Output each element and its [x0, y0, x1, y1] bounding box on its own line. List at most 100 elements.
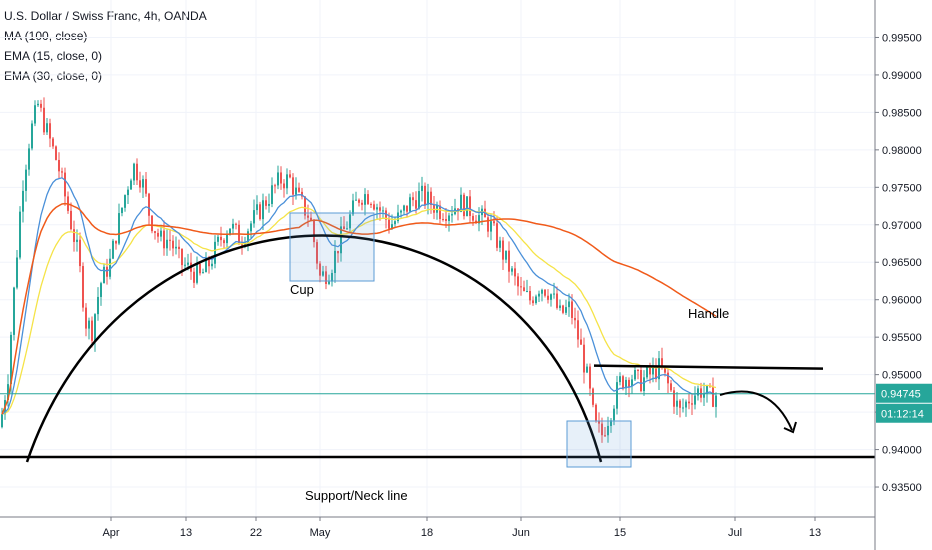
candle-body — [307, 215, 309, 218]
candle-body — [136, 163, 138, 181]
candle-body — [592, 388, 594, 405]
candle-body — [583, 344, 585, 373]
y-tick-label: 0.99000 — [882, 70, 922, 82]
candle-body — [253, 210, 255, 224]
candle-body — [595, 404, 597, 422]
cup-bottom-box — [566, 420, 632, 468]
x-tick-label: Apr — [102, 527, 119, 539]
candle-body — [463, 194, 465, 217]
candle-body — [376, 207, 378, 210]
y-tick-label: 0.98000 — [882, 145, 922, 157]
candle-body — [85, 307, 87, 329]
candle-body — [631, 379, 633, 387]
y-tick-label: 0.93500 — [882, 482, 922, 494]
candle-body — [601, 423, 603, 436]
candle-body — [586, 366, 588, 373]
annotations: Cup Handle Support/Neck line — [0, 212, 875, 503]
candle-body — [514, 268, 516, 277]
candle-body — [82, 266, 84, 308]
x-tick-label: 13 — [180, 527, 192, 539]
candle-body — [304, 196, 306, 216]
candle-body — [178, 246, 180, 249]
candle-body — [220, 236, 222, 241]
candle-body — [325, 271, 327, 284]
grid — [0, 0, 875, 517]
indicator-lines — [1, 177, 717, 415]
candle-body — [196, 263, 198, 283]
candle-body — [130, 180, 132, 190]
candle-body — [574, 317, 576, 321]
candle-body — [550, 294, 552, 300]
candle-body — [517, 276, 519, 287]
candle-body — [352, 200, 354, 215]
candle-body — [649, 367, 651, 375]
candle-body — [295, 187, 297, 195]
candle-body — [697, 388, 699, 396]
candle-body — [64, 172, 66, 197]
candle-body — [103, 266, 105, 284]
candle-body — [193, 271, 195, 283]
candle-body — [679, 400, 681, 408]
candle-body — [274, 185, 276, 187]
candle-body — [418, 191, 420, 209]
x-tick-label: Jun — [512, 527, 530, 539]
candle-body — [160, 230, 162, 237]
candle-body — [217, 236, 219, 242]
candle-body — [16, 257, 18, 288]
candle-body — [499, 240, 501, 248]
candle-body — [277, 172, 279, 186]
ma100-line — [1, 202, 717, 415]
candle-body — [334, 250, 336, 273]
candle-body — [364, 194, 366, 205]
support-label: Support/Neck line — [305, 488, 408, 503]
candle-body — [625, 379, 627, 389]
y-tick-label: 0.98500 — [882, 107, 922, 119]
candle-body — [664, 367, 666, 373]
candle-body — [205, 257, 207, 273]
candle-body — [580, 339, 582, 345]
candle-body — [655, 366, 657, 380]
candle-body — [478, 215, 480, 224]
candle-body — [589, 366, 591, 389]
candle-body — [349, 214, 351, 229]
candle-body — [133, 163, 135, 181]
candle-body — [409, 197, 411, 212]
candle-body — [145, 179, 147, 194]
x-tick-label: 22 — [250, 527, 262, 539]
candle-body — [577, 320, 579, 340]
y-tick-label: 0.94000 — [882, 445, 922, 457]
candle-body — [271, 185, 273, 204]
x-tick-label: May — [310, 527, 331, 539]
candle-body — [148, 193, 150, 216]
candle-body — [343, 226, 345, 230]
y-tick-label: 0.96500 — [882, 257, 922, 269]
candle-body — [571, 301, 573, 318]
candle-body — [604, 435, 606, 437]
candle-body — [19, 211, 21, 258]
candle-body — [91, 320, 93, 341]
candle-body — [262, 200, 264, 220]
candle-body — [157, 232, 159, 237]
candle-body — [31, 123, 33, 149]
candle-body — [682, 407, 684, 409]
candle-body — [496, 223, 498, 248]
candle-body — [58, 159, 60, 172]
candle-body — [715, 395, 717, 407]
candle-body — [214, 241, 216, 264]
candle-body — [211, 263, 213, 267]
cup-arc — [25, 234, 603, 463]
candle-body — [109, 258, 111, 277]
candle-body — [13, 287, 15, 335]
candle-body — [565, 307, 567, 313]
candle-body — [688, 401, 690, 404]
candle-body — [112, 240, 114, 259]
candle-body — [505, 250, 507, 260]
candle-body — [370, 204, 372, 206]
candle-body — [640, 370, 642, 392]
candle-body — [559, 305, 561, 308]
candle-body — [448, 215, 450, 221]
candle-body — [175, 246, 177, 249]
candle-body — [490, 221, 492, 232]
candle-body — [118, 213, 120, 244]
